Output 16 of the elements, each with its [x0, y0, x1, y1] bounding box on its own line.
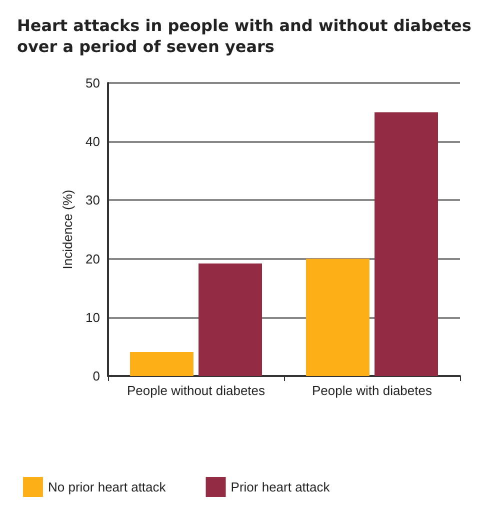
- y-tick-label: 50: [86, 76, 100, 90]
- bar: [130, 352, 194, 376]
- x-tick-label: People without diabetes: [126, 383, 266, 398]
- bar: [306, 258, 370, 376]
- y-tick-label: 0: [92, 368, 100, 384]
- legend-label: Prior heart attack: [230, 480, 330, 494]
- y-tick-label: 10: [86, 310, 100, 325]
- legend-label: No prior heart attack: [48, 480, 166, 494]
- y-axis-title: Incidence (%): [60, 190, 75, 270]
- bar: [374, 112, 438, 376]
- y-tick-label: 30: [86, 192, 100, 208]
- y-tick-label: 40: [86, 134, 100, 150]
- chart-title: Heart attacks in people with and without diabetes over a period of seven years: [17, 16, 477, 56]
- bar: [198, 263, 262, 376]
- y-tick-label: 20: [86, 251, 100, 266]
- x-tick-label: People with diabetes: [312, 383, 432, 398]
